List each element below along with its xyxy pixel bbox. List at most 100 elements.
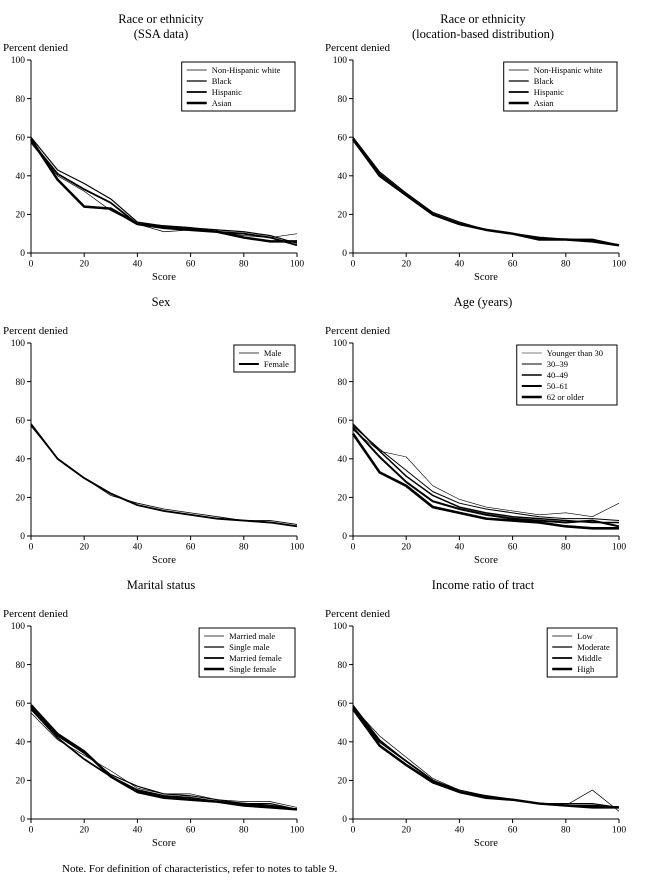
chart-title: Race or ethnicity [118,12,204,26]
legend-label: Married male [229,631,275,641]
x-axis-title: Score [474,555,498,566]
x-tick-label: 0 [351,826,356,836]
chart-income-ratio: Income ratio of tract Percent denied 0 20… [322,570,644,853]
figure-grid: Race or ethnicity (SSA data) Percent den… [0,4,644,853]
y-tick-label: 0 [20,249,25,259]
legend-label: Male [264,348,282,358]
x-tick-label: 80 [239,260,249,270]
legend-label: 30–39 [547,359,568,369]
y-tick-label: 80 [338,378,348,388]
legend-label: Hispanic [534,87,564,97]
chart-plot: 0 20 40 60 80 100 0 20 40 60 80 100 Score Younger tha… [333,339,627,566]
y-tick-label: 20 [338,494,348,504]
y-tick-label: 100 [11,622,26,632]
figure-note: Note. For definition of characteristics,… [62,863,338,875]
chart-marital-status: Marital status Percent denied 0 20 40 60 80 1… [0,570,322,853]
y-tick-label: 40 [338,172,348,182]
y-tick-label: 60 [338,133,348,143]
chart-title-block: Sex [0,287,322,325]
x-tick-label: 20 [401,543,411,553]
series-line [30,704,298,811]
y-tick-label: 60 [16,416,26,426]
y-tick-label: 0 [342,532,347,542]
chart-plot: 0 20 40 60 80 100 0 20 40 60 80 100 Score Non-Hispani… [333,56,627,283]
x-axis-title: Score [152,838,176,849]
y-axis-label: Percent denied [325,42,391,54]
x-tick-label: 100 [290,260,305,270]
y-tick-label: 80 [16,95,26,105]
y-tick-label: 0 [20,532,25,542]
chart-plot: 0 20 40 60 80 100 0 20 40 60 80 100 Score LowModerate… [333,622,627,849]
x-tick-label: 20 [79,543,89,553]
chart-race-location: Race or ethnicity (location-based distri… [322,4,644,287]
chart-race-ssa: Race or ethnicity (SSA data) Percent den… [0,4,322,287]
series-line [351,138,620,247]
x-tick-label: 60 [508,260,518,270]
x-tick-label: 20 [79,260,89,270]
y-tick-label: 20 [16,494,26,504]
chart-title-block: Marital status [0,570,322,608]
x-tick-label: 100 [290,543,305,553]
series-line [352,429,620,517]
series-line [30,140,298,247]
y-axis-label: Percent denied [325,325,391,337]
x-axis-title: Score [474,838,498,849]
x-axis-title: Score [152,272,176,283]
chart-title: Income ratio of tract [431,578,535,592]
legend-label: Younger than 30 [547,348,603,358]
series-line [30,142,298,238]
legend-label: Female [264,359,289,369]
chart-plot: 0 20 40 60 80 100 0 20 40 60 80 100 Score Married mal… [11,622,305,849]
x-tick-label: 0 [29,826,34,836]
y-tick-label: 100 [333,339,348,349]
x-tick-label: 40 [455,826,465,836]
x-tick-label: 0 [351,543,356,553]
x-tick-label: 60 [186,543,196,553]
legend-label: Asian [212,98,233,108]
series-line [30,708,298,811]
x-tick-label: 0 [29,260,34,270]
y-tick-label: 80 [16,661,26,671]
x-tick-label: 60 [186,260,196,270]
legend-label: Single female [229,664,276,674]
chart-title-block: Race or ethnicity (SSA data) [0,4,322,42]
series-line [352,706,620,809]
chart-age: Age (years) Percent denied 0 20 40 60 80 100 0… [322,287,644,570]
series-line [351,432,619,530]
y-tick-label: 100 [11,56,26,66]
legend-label: Low [577,631,593,641]
legend-label: Non-Hispanic white [212,65,281,75]
x-tick-label: 40 [455,543,465,553]
y-tick-label: 60 [338,416,348,426]
y-tick-label: 0 [342,249,347,259]
y-tick-label: 20 [338,211,348,221]
legend-label: Non-Hispanic white [534,65,603,75]
x-tick-label: 40 [133,826,143,836]
x-tick-label: 40 [455,260,465,270]
x-tick-label: 40 [133,543,143,553]
x-tick-label: 0 [29,543,34,553]
y-tick-label: 80 [338,661,348,671]
chart-title-block: Age (years) [322,287,644,325]
y-axis-label: Percent denied [325,608,391,620]
x-tick-label: 20 [401,260,411,270]
x-tick-label: 80 [239,826,249,836]
legend-label: High [577,664,595,674]
y-tick-label: 60 [16,699,26,709]
series-line [29,138,297,243]
series-line [30,425,298,525]
y-tick-label: 80 [338,95,348,105]
series-line [352,423,619,524]
y-axis-label: Percent denied [3,325,69,337]
x-tick-label: 60 [508,826,518,836]
legend-box [233,344,296,373]
x-tick-label: 100 [612,543,627,553]
y-tick-label: 40 [16,455,26,465]
chart-subtitle: (location-based distribution) [412,26,554,41]
x-tick-label: 60 [186,826,196,836]
x-tick-label: 60 [508,543,518,553]
x-tick-label: 0 [351,260,356,270]
series-line [30,706,298,810]
x-tick-label: 80 [561,260,571,270]
